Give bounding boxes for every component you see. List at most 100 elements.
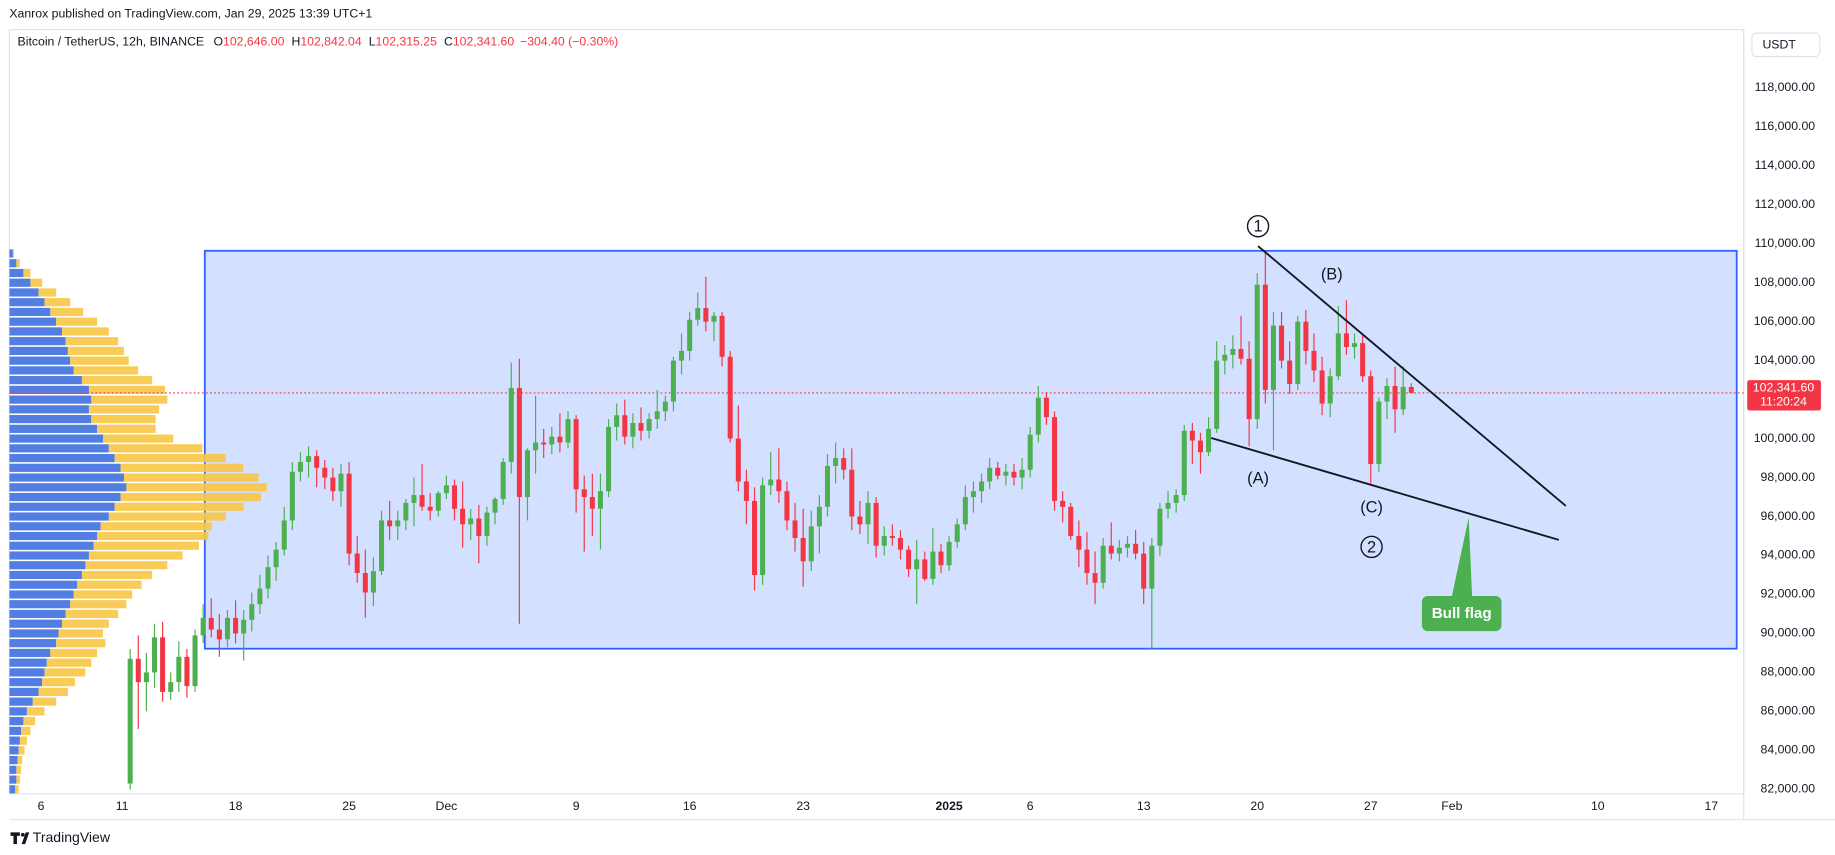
candle-body: [370, 571, 376, 593]
x-tick-label: 17: [1704, 799, 1718, 813]
wave-label: (B): [1321, 266, 1343, 284]
volume-profile-bar: [62, 327, 109, 336]
candle-body: [606, 426, 612, 492]
candle-body: [1149, 545, 1155, 589]
candle-body: [1327, 376, 1333, 404]
volume-profile-bar: [9, 463, 121, 472]
candle-body: [549, 436, 555, 445]
candle-body: [135, 658, 141, 683]
candle-body: [760, 485, 766, 575]
wave-circle: [1360, 535, 1383, 559]
candle-body: [703, 308, 709, 322]
candle-body: [1092, 573, 1098, 583]
volume-profile-bar: [120, 492, 261, 502]
x-tick-label: 16: [683, 799, 697, 813]
y-tick-label: 110,000.00: [1755, 236, 1816, 250]
volume-profile-bar: [9, 434, 103, 443]
volume-profile-bar: [50, 648, 98, 658]
candle-body: [622, 415, 628, 437]
currency-button[interactable]: [1751, 32, 1821, 58]
candle-body: [1295, 321, 1301, 385]
volume-profile-bar: [9, 658, 47, 667]
candle-body: [906, 549, 912, 570]
volume-profile-bar: [44, 298, 71, 307]
candle-body: [297, 461, 303, 472]
candle-body: [419, 495, 425, 507]
volume-profile-bar: [108, 444, 203, 453]
candle-body: [330, 477, 336, 492]
candle-body: [1303, 321, 1309, 351]
candle-body: [670, 360, 676, 402]
candle-body: [281, 520, 287, 550]
candle-body: [500, 461, 506, 499]
candle-body: [776, 479, 782, 492]
candle-body: [881, 536, 887, 546]
plot: 1 (B) (A) (C) 2 Bull flag: [9, 214, 1744, 794]
volume-profile-bar: [65, 337, 119, 346]
candle-body: [1043, 397, 1049, 418]
volume-profile-bar: [9, 385, 89, 394]
candle-body: [1206, 428, 1212, 453]
candle-body: [889, 536, 895, 538]
volume-profile-bar: [9, 531, 98, 541]
volume-profile-bar: [9, 785, 16, 794]
legend-change: −304.40 (−0.30%): [520, 35, 618, 49]
volume-profile-bar: [56, 317, 98, 326]
candle-body: [306, 456, 312, 462]
volume-profile-bar: [9, 687, 39, 696]
volume-profile-bar: [9, 746, 19, 755]
x-tick-label: Dec: [435, 799, 457, 813]
y-tick-label: 94,000.00: [1761, 548, 1816, 562]
candle-body: [1262, 284, 1268, 390]
volume-profile-bar: [88, 551, 183, 560]
candle-body: [930, 551, 936, 579]
callout-label: Bull flag: [1432, 605, 1492, 622]
volume-profile-bar: [77, 580, 142, 589]
x-tick-label: 9: [573, 799, 580, 813]
legend-value: 102,315.25: [376, 35, 438, 49]
volume-profile-bar: [16, 259, 20, 268]
currency[interactable]: USDT: [1762, 38, 1796, 52]
candle-body: [557, 436, 563, 443]
candle-body: [524, 450, 530, 498]
volume-profile-bar: [9, 249, 13, 258]
y-tick-label: 82,000.00: [1761, 782, 1816, 796]
volume-profile-bar: [124, 473, 259, 482]
candle-body: [1141, 553, 1147, 589]
x-tick-label: 27: [1364, 799, 1378, 813]
volume-profile-bar: [21, 726, 31, 735]
candle-body: [1360, 343, 1366, 377]
candle-body: [873, 502, 879, 546]
volume-profile-bar: [9, 288, 39, 297]
candle-body: [395, 520, 401, 527]
candle-body: [265, 567, 271, 589]
volume-profile-bar: [88, 385, 166, 394]
volume-profile-bar: [9, 765, 17, 774]
volume-profile-bar: [81, 376, 153, 385]
candle-body: [865, 502, 871, 525]
candle-body: [1197, 440, 1203, 453]
candle-body: [938, 551, 944, 566]
volume-profile-bar: [12, 249, 15, 258]
candle-body: [541, 442, 547, 445]
candle-body: [451, 485, 458, 509]
volume-profile-bar: [9, 707, 27, 716]
candle-body: [224, 617, 230, 640]
y-tick-label: 114,000.00: [1755, 158, 1816, 172]
candle-body: [338, 473, 344, 492]
x-tick-label: Feb: [1441, 799, 1462, 813]
candle-body: [314, 456, 320, 468]
volume-profile-bar: [9, 346, 68, 356]
volume-profile-bar: [9, 317, 57, 326]
y-tick-label: 112,000.00: [1755, 197, 1816, 211]
candle-body: [443, 485, 449, 494]
volume-profile-bar: [9, 278, 31, 287]
volume-profile-bar: [9, 570, 82, 580]
candle-body: [533, 442, 539, 451]
candle-body: [727, 356, 733, 439]
candle-body: [987, 467, 993, 482]
y-tick-label: 84,000.00: [1761, 743, 1816, 757]
candle-body: [1165, 502, 1171, 509]
candle-body: [1214, 360, 1220, 429]
